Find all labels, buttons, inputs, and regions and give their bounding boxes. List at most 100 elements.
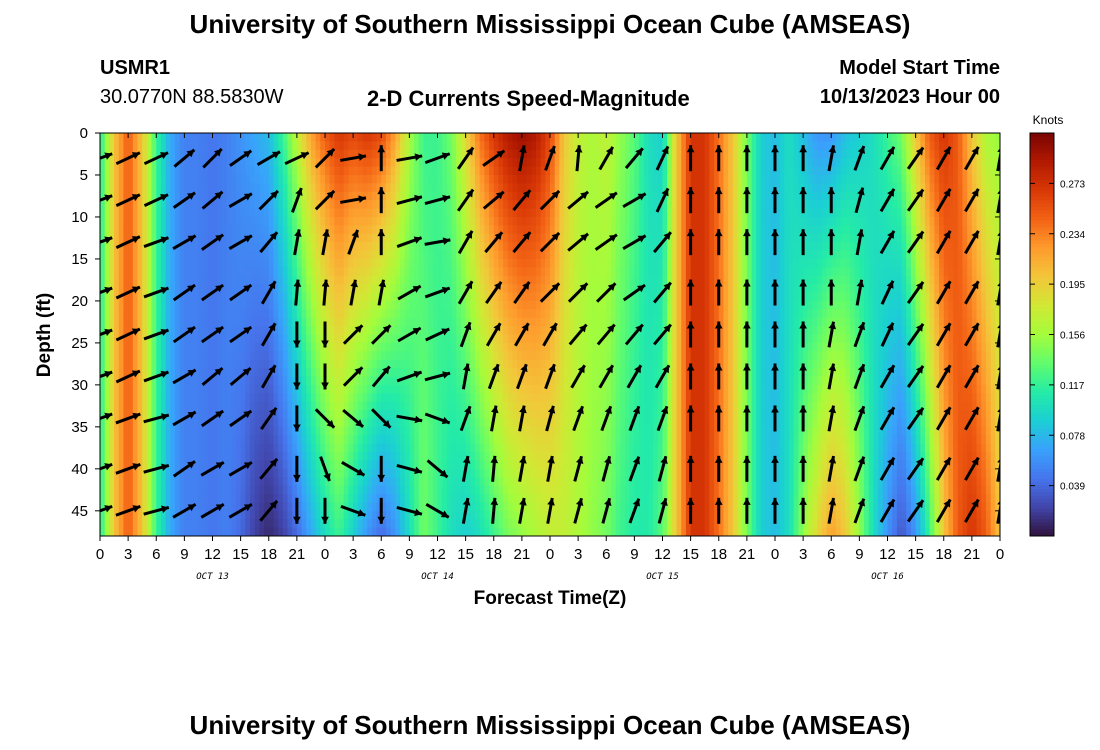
heatmap-cell [203,309,209,319]
heatmap-cell [470,275,476,285]
heatmap-cell [409,250,415,260]
heatmap-cell [531,200,537,210]
heatmap-cell [100,317,106,327]
heatmap-cell [104,443,110,453]
heatmap-cell [189,292,195,302]
heatmap-cell [521,418,528,428]
heatmap-cell [250,342,256,352]
heatmap-cell [287,393,293,403]
heatmap-cell [512,401,518,411]
heatmap-cell [221,334,228,344]
heatmap-cell [390,468,396,478]
heatmap-cell [503,309,509,319]
heatmap-cell [146,216,153,226]
heatmap-cell [217,401,223,411]
heatmap-cell [376,401,382,411]
heatmap-cell [568,166,575,176]
heatmap-cell [559,519,565,529]
heatmap-cell [554,527,560,536]
heatmap-cell [203,208,209,218]
heatmap-cell [526,393,532,403]
heatmap-cell [568,443,575,453]
heatmap-cell [296,426,303,436]
heatmap-cell [235,494,242,504]
heatmap-cell [306,191,312,201]
heatmap-cell [395,149,401,159]
heatmap-cell [184,242,190,252]
heatmap-cell [498,359,504,369]
heatmap-cell [423,351,429,361]
heatmap-cell [559,233,565,243]
heatmap-cell [446,477,453,487]
heatmap-cell [292,258,298,268]
heatmap-cell [343,334,350,344]
heatmap-cell [100,158,106,168]
heatmap-cell [156,384,162,394]
heatmap-cell [573,485,579,495]
heatmap-cell [568,326,575,336]
heatmap-cell [460,317,467,327]
heatmap-cell [156,300,162,310]
heatmap-cell [179,435,185,445]
heatmap-cell [446,351,453,361]
heatmap-cell [137,401,143,411]
heatmap-cell [385,183,392,193]
heatmap-cell [385,502,392,512]
heatmap-cell [287,275,293,285]
heatmap-cell [128,342,134,352]
heatmap-cell [507,258,514,268]
heatmap-cell [348,485,354,495]
heatmap-cell [423,443,429,453]
heatmap-cell [545,258,551,268]
heatmap-cell [578,208,584,218]
heatmap-cell [376,242,382,252]
heatmap-cell [254,208,260,218]
heatmap-cell [240,342,246,352]
heatmap-cell [278,284,284,294]
heatmap-cell [385,342,392,352]
heatmap-cell [287,317,293,327]
heatmap-cell [371,326,378,336]
heatmap-cell [390,393,396,403]
heatmap-cell [310,233,317,243]
heatmap-cell [259,166,265,176]
heatmap-cell [400,258,406,268]
heatmap-cell [142,267,148,277]
heatmap-cell [296,452,303,462]
heatmap-cell [268,527,275,536]
heatmap-cell [235,133,242,142]
heatmap-cell [395,133,401,142]
heatmap-cell [128,233,134,243]
heatmap-cell [104,133,110,142]
heatmap-cell [259,133,265,142]
heatmap-cell [179,284,185,294]
heatmap-cell [306,292,312,302]
heatmap-cell [207,468,214,478]
heatmap-cell [292,133,298,142]
heatmap-cell [100,300,106,310]
heatmap-cell [540,435,546,445]
heatmap-cell [498,384,504,394]
heatmap-cell [296,460,303,470]
heatmap-cell [493,359,500,369]
heatmap-cell [306,166,312,176]
heatmap-cell [582,317,589,327]
heatmap-cell [395,292,401,302]
heatmap-cell [292,166,298,176]
heatmap-cell [432,267,439,277]
heatmap-cell [296,317,303,327]
heatmap-cell [428,300,434,310]
heatmap-cell [545,460,551,470]
heatmap-cell [446,158,453,168]
heatmap-cell [503,174,509,184]
heatmap-cell [437,233,443,243]
heatmap-cell [521,443,528,453]
heatmap-cell [273,384,279,394]
heatmap-cell [493,133,500,142]
heatmap-cell [475,376,481,386]
heatmap-cell [221,200,228,210]
heatmap-cell [179,477,185,487]
heatmap-cell [165,519,171,529]
heatmap-cell [306,418,312,428]
heatmap-cell [179,410,185,420]
